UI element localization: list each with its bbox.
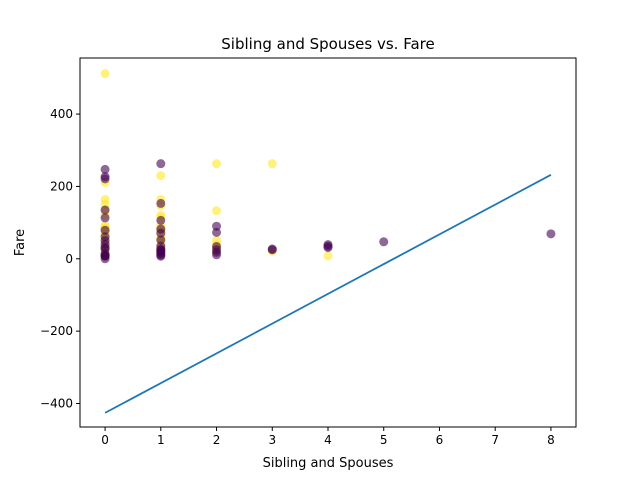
- data-point-survived: [267, 159, 277, 169]
- data-point-died: [156, 251, 166, 261]
- data-point-died: [156, 159, 166, 169]
- data-point-died: [267, 245, 277, 255]
- y-tick-label: −200: [40, 324, 73, 338]
- data-point-survived: [100, 69, 110, 79]
- data-point-died: [212, 221, 222, 231]
- x-tick-label: 0: [101, 433, 109, 447]
- x-tick-label: 5: [380, 433, 388, 447]
- x-tick-label: 3: [268, 433, 276, 447]
- y-tick-label: 200: [50, 179, 73, 193]
- data-point-died: [100, 164, 110, 174]
- x-tick-label: 2: [213, 433, 221, 447]
- data-point-died: [100, 213, 110, 223]
- y-tick-label: 0: [65, 252, 73, 266]
- x-tick-label: 7: [491, 433, 499, 447]
- data-point-died: [379, 237, 389, 247]
- plot-area: [100, 69, 556, 414]
- data-point-survived: [156, 171, 166, 181]
- x-tick-label: 8: [547, 433, 555, 447]
- data-point-died: [100, 254, 110, 264]
- data-point-died: [546, 229, 556, 239]
- data-point-died: [212, 227, 222, 237]
- x-tick-label: 4: [324, 433, 332, 447]
- y-tick-label: 400: [50, 107, 73, 121]
- y-axis-label: Fare: [13, 229, 28, 256]
- data-point-died: [156, 215, 166, 225]
- data-point-died: [212, 250, 222, 260]
- x-tick-label: 6: [436, 433, 444, 447]
- data-point-died: [323, 243, 333, 253]
- data-point-survived: [212, 206, 222, 216]
- data-point-died: [100, 225, 110, 235]
- data-point-died: [156, 235, 166, 245]
- regression-line: [104, 174, 552, 414]
- x-tick-label: 1: [157, 433, 165, 447]
- data-point-died: [156, 228, 166, 238]
- data-point-died: [100, 205, 110, 215]
- data-point-died: [100, 174, 110, 184]
- x-axis: 0 1 2 3 4 5 6 7 8: [101, 427, 555, 447]
- data-point-survived: [212, 159, 222, 169]
- data-point-died: [156, 198, 166, 208]
- chart-title: Sibling and Spouses vs. Fare: [221, 35, 434, 53]
- y-axis: −400 −200 0 200 400: [40, 107, 80, 410]
- y-tick-label: −400: [40, 396, 73, 410]
- x-axis-label: Sibling and Spouses: [263, 456, 394, 471]
- data-point-survived: [323, 251, 333, 261]
